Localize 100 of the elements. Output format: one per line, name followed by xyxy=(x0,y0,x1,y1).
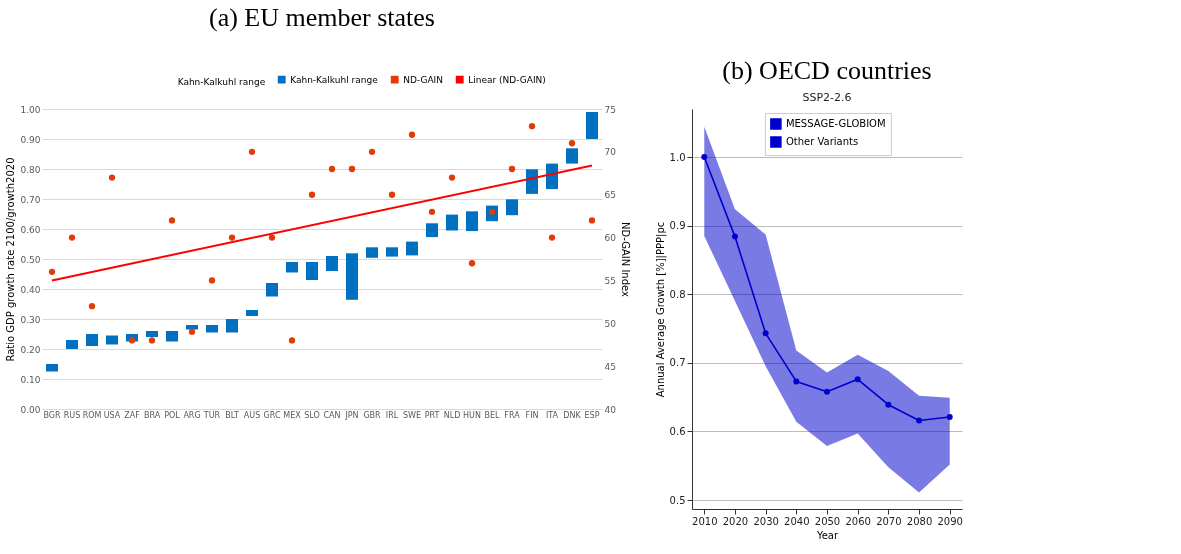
x-tick-label: FIN xyxy=(525,410,539,420)
point xyxy=(588,217,596,224)
point xyxy=(308,191,316,198)
point xyxy=(408,131,416,138)
x-tick-label: 2090 xyxy=(937,515,963,527)
x-tick-label: MEX xyxy=(283,410,302,420)
point xyxy=(368,148,376,156)
point xyxy=(548,234,556,241)
y-tick-label: 0.00 xyxy=(20,404,41,415)
bar xyxy=(226,319,238,333)
bar xyxy=(466,211,478,232)
bar xyxy=(266,283,278,297)
point xyxy=(916,417,923,424)
x-tick-label: 2080 xyxy=(906,515,933,527)
bar xyxy=(66,340,78,349)
point xyxy=(568,140,576,147)
x-tick-label: FRA xyxy=(504,410,521,420)
point xyxy=(854,376,861,383)
y-tick-label: 0.8 xyxy=(669,288,686,300)
y2-tick-label: 55 xyxy=(604,275,616,286)
x-tick-label: TUR xyxy=(202,410,221,420)
x-tick-label: POL xyxy=(164,410,181,420)
point xyxy=(88,302,96,310)
text: Kahn-Kalkuhl range xyxy=(177,77,266,87)
point xyxy=(248,148,256,156)
y-axis-title: Ratio GDP growth rate 2100/growth2020 xyxy=(5,157,17,362)
point xyxy=(388,191,396,198)
x-tick-label: PRT xyxy=(424,410,440,420)
x-tick-label: AUS xyxy=(243,410,261,420)
point xyxy=(188,328,196,336)
point xyxy=(108,174,116,181)
x-tick-label: ROM xyxy=(82,410,102,420)
x-tick-label: 2060 xyxy=(845,515,871,527)
chart-title: (a) EU member states xyxy=(209,3,435,32)
bar xyxy=(326,256,338,271)
bar xyxy=(46,364,58,372)
point xyxy=(228,234,236,241)
x-tick-label: USA xyxy=(103,410,121,420)
x-tick-label: GBR xyxy=(363,410,382,420)
point xyxy=(762,330,769,337)
bar xyxy=(106,335,118,345)
point xyxy=(793,378,800,385)
point xyxy=(268,234,276,241)
x-tick-label: IRL xyxy=(385,410,399,420)
bar xyxy=(366,247,378,258)
x-tick-label: ZAF xyxy=(124,410,141,420)
bar xyxy=(166,331,178,342)
x-tick-label: BRA xyxy=(143,410,161,420)
bar xyxy=(146,331,158,337)
y-tick-label: 0.5 xyxy=(669,494,686,506)
x-tick-label: GRC xyxy=(263,410,281,420)
x-tick-label: CAN xyxy=(323,410,341,420)
y2-tick-label: 65 xyxy=(604,190,616,201)
x-tick-label: ARG xyxy=(183,410,201,420)
x-tick-label: NLD xyxy=(443,410,461,420)
bar xyxy=(446,214,458,231)
bar xyxy=(246,310,258,316)
y-axis-title: Annual Average Growth [%]|PPP|pc xyxy=(654,221,667,398)
x-tick-label: ESP xyxy=(584,410,600,420)
annotation: Other Variants xyxy=(785,136,859,147)
y-tick-label: 0.50 xyxy=(20,254,41,265)
x-tick-label: ITA xyxy=(545,410,559,420)
point xyxy=(348,165,356,173)
bar xyxy=(506,199,518,216)
point xyxy=(824,388,830,395)
bar xyxy=(286,262,298,273)
y-tick-label: 0.6 xyxy=(669,425,686,437)
legend-label: Linear (ND-GAIN) xyxy=(468,74,546,85)
point xyxy=(731,233,738,240)
bar xyxy=(346,253,358,300)
point xyxy=(428,208,436,216)
x-tick-label: SWE xyxy=(402,410,422,420)
x-tick-label: BGR xyxy=(43,410,61,420)
y2-axis-title: ND-GAIN Index xyxy=(619,222,631,298)
chart-subtitle: SSP2-2.6 xyxy=(802,91,852,104)
point xyxy=(885,401,892,408)
y-tick-label: 1.00 xyxy=(20,104,41,115)
x-tick-label: JPN xyxy=(344,410,359,420)
point xyxy=(508,165,516,173)
y-tick-label: 0.7 xyxy=(669,357,686,369)
x-tick-label: 2070 xyxy=(876,515,902,527)
point xyxy=(328,165,336,173)
bar xyxy=(526,169,538,194)
x-tick-label: 2040 xyxy=(784,515,810,527)
bar xyxy=(186,325,198,330)
y-tick-label: 0.9 xyxy=(669,220,686,232)
y2-tick-label: 70 xyxy=(604,147,617,158)
y2-tick-label: 45 xyxy=(604,361,616,372)
point xyxy=(208,277,216,284)
bar xyxy=(206,325,218,333)
bar xyxy=(426,223,438,238)
legend-label: Kahn-Kalkuhl range xyxy=(290,74,379,85)
bar xyxy=(406,241,418,256)
point xyxy=(48,268,56,276)
x-axis-title: Year xyxy=(815,529,839,541)
bar xyxy=(386,247,398,257)
chart-title: (b) OECD countries xyxy=(722,56,932,85)
point xyxy=(528,122,536,130)
y-tick-label: 0.80 xyxy=(20,164,41,175)
point xyxy=(148,337,156,344)
